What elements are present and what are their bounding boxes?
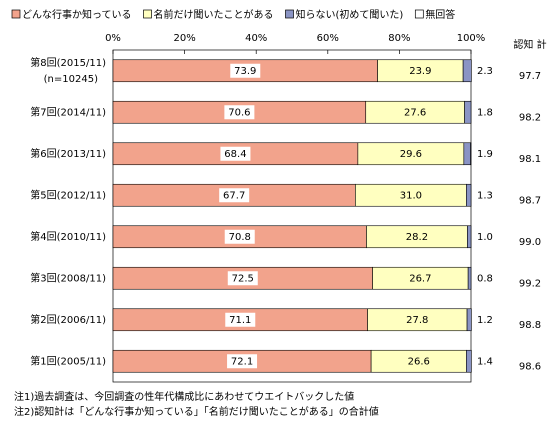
total-label: 98.8 [519, 320, 541, 331]
data-label: 1.9 [477, 149, 493, 160]
category-label: 第1回(2005/11) [30, 354, 106, 367]
data-label: 1.8 [477, 107, 493, 118]
category-label: 第6回(2013/11) [30, 147, 106, 160]
data-label: 71.1 [229, 315, 251, 326]
category-label: 第7回(2014/11) [30, 105, 106, 118]
category-label: 第8回(2015/11) [30, 56, 106, 69]
note: 注1)過去調査は、今回調査の性年代構成比にあわせてウエイトバックした値 [14, 390, 354, 403]
sample-note: (n=10245) [44, 74, 98, 85]
x-tick-label: 60% [317, 33, 339, 44]
data-label: 70.8 [229, 232, 251, 243]
legend-label: 無回答 [425, 8, 455, 21]
data-label: 29.6 [400, 149, 422, 160]
legend-swatch [415, 10, 423, 18]
data-label: 1.0 [477, 232, 493, 243]
legend-label: 知らない(初めて聞いた) [296, 8, 404, 21]
bar-segment [464, 143, 471, 165]
bar-segment [468, 267, 471, 289]
x-tick-label: 80% [388, 33, 410, 44]
totals-header: 認知 計 [513, 38, 546, 51]
data-label: 72.5 [232, 273, 254, 284]
category-label: 第3回(2008/11) [30, 271, 106, 284]
total-label: 98.1 [519, 154, 541, 165]
data-label: 27.6 [404, 107, 426, 118]
legend-swatch [12, 10, 20, 18]
data-label: 1.4 [477, 356, 493, 367]
total-label: 99.2 [519, 278, 541, 289]
bar-segment [466, 350, 471, 372]
category-label: 第5回(2012/11) [30, 188, 106, 201]
x-tick-label: 0% [105, 33, 121, 44]
note: 注2)認知計は「どんな行事か知っている」「名前だけ聞いたことがある」の合計値 [14, 405, 379, 418]
legend-label: どんな行事か知っている [22, 8, 132, 21]
data-label: 31.0 [400, 190, 422, 201]
bar-segment [467, 226, 471, 248]
bar-segment [463, 60, 471, 82]
bar-segment [466, 184, 471, 206]
legend-swatch [286, 10, 294, 18]
total-label: 97.7 [519, 71, 541, 82]
data-label: 23.9 [409, 66, 431, 77]
total-label: 98.2 [519, 112, 541, 123]
category-label: 第2回(2006/11) [30, 313, 106, 326]
legend-swatch [144, 10, 152, 18]
data-label: 2.3 [477, 66, 493, 77]
data-label: 28.2 [406, 232, 428, 243]
total-label: 98.7 [519, 195, 541, 206]
data-label: 26.6 [408, 356, 430, 367]
data-label: 27.8 [406, 315, 428, 326]
data-label: 68.4 [224, 149, 246, 160]
category-label: 第4回(2010/11) [30, 230, 106, 243]
x-tick-label: 20% [173, 33, 195, 44]
data-label: 26.7 [409, 273, 431, 284]
plot-frame [113, 50, 471, 382]
data-label: 67.7 [223, 190, 245, 201]
x-tick-label: 100% [457, 33, 486, 44]
data-label: 73.9 [234, 66, 256, 77]
total-label: 98.6 [519, 361, 541, 372]
data-label: 72.1 [231, 356, 253, 367]
data-label: 70.6 [228, 107, 250, 118]
x-tick-label: 40% [245, 33, 267, 44]
data-label: 1.2 [477, 315, 493, 326]
legend-label: 名前だけ聞いたことがある [154, 8, 274, 21]
total-label: 99.0 [519, 237, 541, 248]
bar-segment [467, 309, 471, 331]
data-label: 0.8 [477, 273, 493, 284]
bar-segment [465, 101, 471, 123]
data-label: 1.3 [477, 190, 493, 201]
